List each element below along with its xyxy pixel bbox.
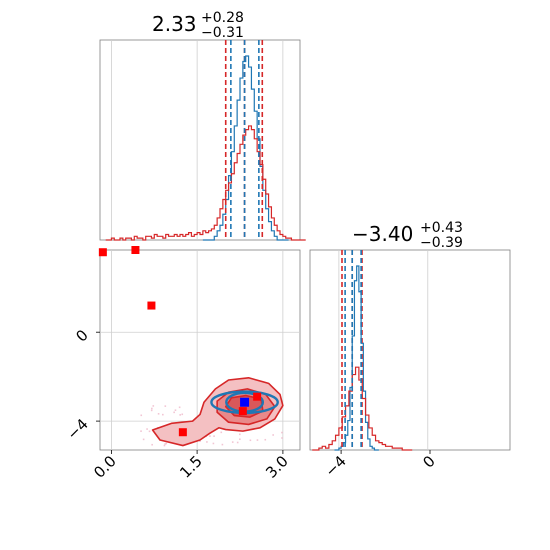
faint-scatter-point bbox=[148, 430, 151, 433]
faint-scatter-point bbox=[142, 438, 145, 441]
faint-scatter-point bbox=[179, 414, 181, 416]
faint-scatter-point bbox=[174, 409, 177, 411]
hist-p2-red-step bbox=[312, 366, 413, 451]
p2-x-tick-label-1: 0 bbox=[419, 452, 438, 471]
faint-scatter-point bbox=[163, 444, 166, 447]
faint-scatter-point bbox=[281, 437, 283, 439]
median-point bbox=[240, 397, 250, 407]
faint-scatter-point bbox=[140, 430, 142, 432]
faint-scatter-point bbox=[173, 411, 175, 414]
hist-p1-frame bbox=[99, 39, 301, 241]
joint-x-ticks bbox=[111, 450, 284, 454]
outlier-point-2 bbox=[147, 301, 156, 310]
faint-scatter-point bbox=[150, 409, 153, 412]
faint-scatter-point bbox=[157, 413, 160, 415]
faint-scatter-point bbox=[221, 443, 224, 446]
faint-scatter-point bbox=[206, 441, 208, 443]
faint-scatter-point bbox=[164, 443, 166, 445]
outlier-point-1 bbox=[131, 246, 140, 254]
faint-scatter-point bbox=[162, 413, 164, 416]
title-p2-sub: −0.39 bbox=[420, 235, 463, 251]
faint-scatter-point bbox=[220, 431, 223, 434]
faint-scatter-point bbox=[213, 435, 215, 437]
faint-scatter-point bbox=[281, 431, 283, 434]
faint-scatter-point bbox=[151, 407, 153, 410]
joint-y-ticks bbox=[96, 331, 100, 422]
faint-scatter-point bbox=[199, 440, 201, 442]
title-p1-sup: +0.28 bbox=[201, 10, 244, 26]
hist-p2-frame bbox=[309, 249, 511, 451]
x-tick-label-2: 3.0 bbox=[262, 452, 292, 482]
faint-scatter-point bbox=[140, 414, 143, 417]
histogram-p2 bbox=[312, 250, 413, 451]
histogram-p1 bbox=[105, 40, 306, 241]
faint-scatter-point bbox=[249, 439, 252, 442]
faint-scatter-point bbox=[272, 434, 274, 436]
y-tick-label-0: 0 bbox=[72, 326, 91, 345]
hist-p2-blue-step bbox=[334, 265, 379, 451]
outlier-point-3 bbox=[178, 428, 187, 437]
faint-scatter-point bbox=[152, 405, 155, 407]
faint-scatter-point bbox=[164, 405, 167, 407]
faint-scatter-point bbox=[212, 442, 215, 445]
outlier-point-5 bbox=[253, 392, 262, 401]
title-p2-main: −3.40 bbox=[352, 222, 413, 246]
title-p1-main: 2.33 bbox=[152, 12, 197, 36]
hist-p1-blue-step bbox=[202, 55, 289, 241]
title-p1: 2.33 bbox=[152, 12, 197, 36]
faint-scatter-point bbox=[178, 406, 181, 409]
faint-scatter-point bbox=[209, 435, 211, 437]
title-p2-sup: +0.43 bbox=[420, 220, 463, 236]
joint-scatter-contour bbox=[98, 246, 284, 447]
joint-frame bbox=[99, 249, 301, 451]
x-tick-label-0: 0.0 bbox=[90, 452, 120, 482]
outlier-point-0 bbox=[98, 248, 107, 257]
faint-scatter-point bbox=[146, 428, 148, 430]
faint-scatter-point bbox=[151, 443, 153, 446]
faint-scatter-point bbox=[236, 441, 239, 444]
x-tick-label-1: 1.5 bbox=[176, 452, 206, 482]
title-p1-sub: −0.31 bbox=[201, 25, 244, 41]
faint-scatter-point bbox=[181, 413, 184, 416]
title-p2: −3.40 bbox=[352, 222, 413, 246]
outlier-point-4 bbox=[238, 407, 247, 416]
faint-scatter-point bbox=[264, 438, 267, 441]
y-tick-label-1: −4 bbox=[63, 415, 91, 443]
hist-p1-red-step bbox=[105, 125, 306, 241]
faint-scatter-point bbox=[231, 441, 234, 443]
p2-x-tick-label-0: −4 bbox=[321, 452, 349, 480]
faint-scatter-point bbox=[256, 439, 259, 441]
faint-scatter-point bbox=[165, 442, 167, 445]
faint-scatter-point bbox=[239, 433, 241, 436]
faint-scatter-point bbox=[239, 438, 241, 441]
hist-p2-x-ticks bbox=[340, 450, 431, 454]
